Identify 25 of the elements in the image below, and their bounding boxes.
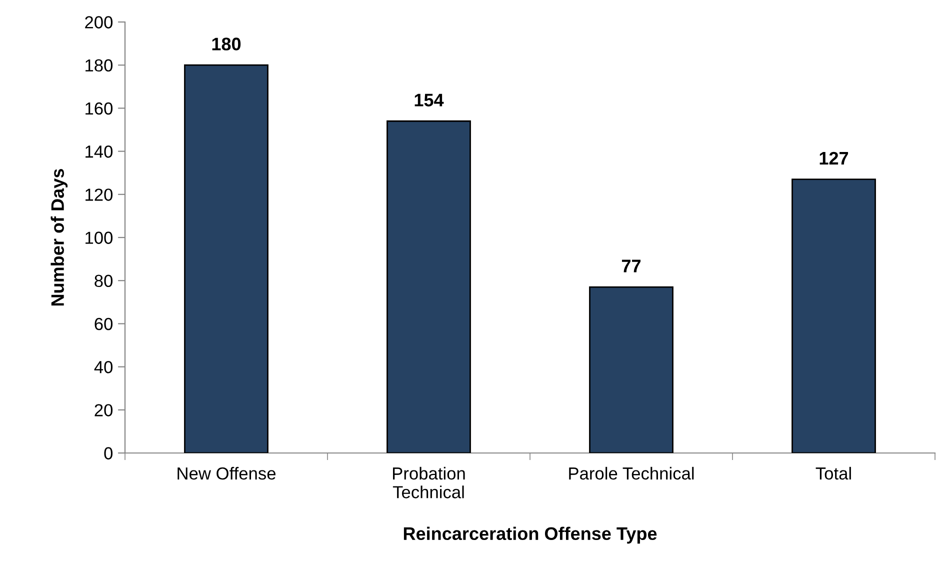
bar — [386, 120, 471, 453]
x-tick-label: Total — [816, 466, 851, 480]
y-tick-label: 120 — [86, 188, 113, 201]
data-label: 127 — [820, 152, 848, 164]
x-tick-label: Probation Technical — [392, 466, 465, 498]
y-tick-label: 20 — [94, 404, 113, 416]
x-axis-title: Reincarceration Offense Type — [404, 526, 657, 544]
y-tick-label: 180 — [86, 59, 113, 72]
data-label: 77 — [622, 260, 640, 272]
bar — [184, 64, 268, 453]
y-tick-label: 60 — [94, 318, 113, 330]
bar — [589, 286, 674, 453]
bar — [792, 178, 876, 453]
x-tick-label: Parole Technical — [569, 466, 694, 480]
y-tick-label: 200 — [85, 16, 113, 28]
y-tick-label: 80 — [94, 274, 113, 288]
y-tick-label: 140 — [86, 145, 113, 158]
y-tick-label: 40 — [94, 360, 113, 374]
x-tick-label: New Offense — [178, 466, 276, 480]
y-tick-label: 0 — [104, 447, 113, 460]
y-tick-label: 160 — [86, 102, 113, 115]
data-label: 180 — [212, 38, 241, 50]
y-tick-label: 100 — [86, 232, 113, 244]
data-label: 154 — [414, 94, 444, 106]
y-axis-title: Number of Days — [50, 169, 68, 306]
